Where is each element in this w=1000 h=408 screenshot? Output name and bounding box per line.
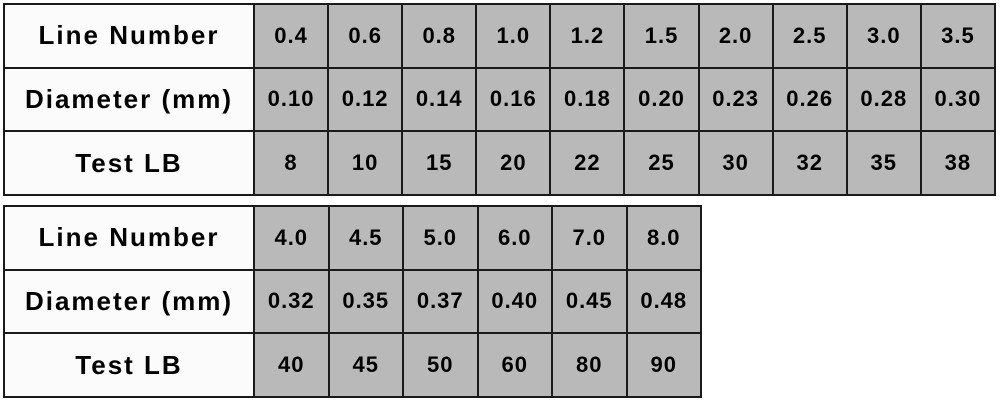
value-cell: 0.10 (252, 66, 330, 133)
value-cell: 0.45 (551, 268, 628, 335)
spec-table-lower: Line Number 4.0 4.5 5.0 6.0 7.0 8.0 Diameter (m… (3, 205, 702, 398)
value-cell: 80 (551, 332, 628, 398)
value-cell: 0.28 (845, 66, 922, 133)
value-cell: 45 (327, 332, 404, 398)
table-row: Diameter (mm) 0.32 0.35 0.37 0.40 0.45 0.48 (3, 268, 702, 335)
row-header-label: Line Number (3, 3, 255, 69)
value-cell: 0.14 (401, 66, 478, 133)
value-cell: 60 (476, 332, 553, 398)
value-cell: 15 (401, 130, 478, 196)
value-cell: 3.0 (845, 3, 922, 69)
value-cell: 0.37 (402, 268, 479, 335)
value-cell: 10 (327, 130, 404, 196)
value-cell: 0.16 (475, 66, 552, 133)
value-cell: 0.32 (253, 268, 330, 335)
table-row: Diameter (mm) 0.10 0.12 0.14 0.16 0.18 0.20 0.2… (3, 66, 997, 133)
row-header-label: Test LB (3, 332, 255, 398)
value-cell: 0.40 (476, 268, 553, 335)
row-header-label: Diameter (mm) (3, 66, 255, 133)
table-row: Line Number 4.0 4.5 5.0 6.0 7.0 8.0 (3, 205, 702, 271)
value-cell: 5.0 (402, 205, 479, 271)
value-cell: 0.6 (327, 3, 404, 69)
value-cell: 20 (475, 130, 552, 196)
value-cell: 22 (549, 130, 626, 196)
value-cell: 1.2 (549, 3, 626, 69)
value-cell: 1.0 (475, 3, 552, 69)
value-cell: 0.20 (623, 66, 700, 133)
value-cell: 4.5 (327, 205, 404, 271)
value-cell: 7.0 (551, 205, 628, 271)
value-cell: 2.5 (771, 3, 848, 69)
value-cell: 30 (697, 130, 774, 196)
value-cell: 0.48 (625, 268, 702, 335)
value-cell: 1.5 (623, 3, 700, 69)
value-cell: 2.0 (697, 3, 774, 69)
value-cell: 0.23 (697, 66, 774, 133)
value-cell: 8.0 (625, 205, 702, 271)
value-cell: 40 (253, 332, 330, 398)
value-cell: 4.0 (253, 205, 330, 271)
spec-table-upper: Line Number 0.4 0.6 0.8 1.0 1.2 1.5 2.0 2.5 3.0 3.… (3, 3, 997, 196)
value-cell: 0.8 (401, 3, 478, 69)
value-cell: 25 (623, 130, 700, 196)
value-cell: 38 (919, 130, 997, 196)
value-cell: 8 (252, 130, 330, 196)
value-cell: 3.5 (919, 3, 997, 69)
row-header-label: Diameter (mm) (3, 268, 255, 335)
value-cell: 0.18 (549, 66, 626, 133)
value-cell: 50 (402, 332, 479, 398)
row-header-label: Line Number (3, 205, 255, 271)
table-row: Test LB 40 45 50 60 80 90 (3, 332, 702, 398)
value-cell: 32 (771, 130, 848, 196)
value-cell: 35 (845, 130, 922, 196)
value-cell: 90 (625, 332, 702, 398)
value-cell: 0.35 (327, 268, 404, 335)
value-cell: 0.30 (919, 66, 997, 133)
table-row: Test LB 8 10 15 20 22 25 30 32 35 38 (3, 130, 997, 196)
row-header-label: Test LB (3, 130, 255, 196)
value-cell: 0.12 (327, 66, 404, 133)
table-row: Line Number 0.4 0.6 0.8 1.0 1.2 1.5 2.0 2.5 3.0 3.… (3, 3, 997, 69)
value-cell: 0.4 (252, 3, 330, 69)
value-cell: 0.26 (771, 66, 848, 133)
value-cell: 6.0 (476, 205, 553, 271)
